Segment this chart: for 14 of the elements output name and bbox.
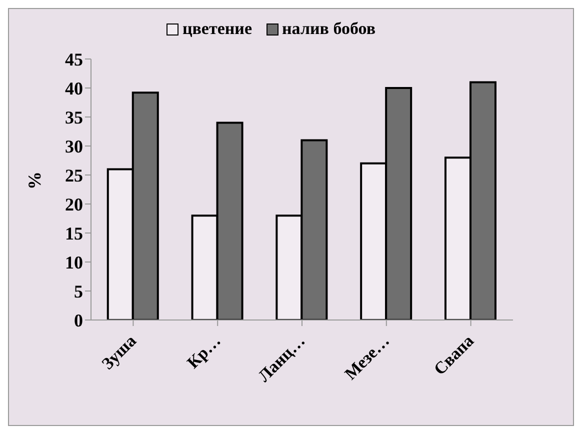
y-tick-label: 45 xyxy=(65,49,83,70)
y-tick-label: 35 xyxy=(65,107,83,128)
y-tick-label: 30 xyxy=(65,136,83,156)
y-tick-label: 15 xyxy=(65,223,83,244)
x-tick-label: Кр… xyxy=(183,331,224,372)
y-tick-label: 10 xyxy=(65,252,83,272)
y-tick-label: 5 xyxy=(74,281,83,302)
y-tick-label: 0 xyxy=(74,310,83,330)
y-tick-label: 25 xyxy=(65,165,83,186)
y-tick-label: 40 xyxy=(65,78,83,98)
legend-label: налив бобов xyxy=(282,19,376,39)
legend-label: цветение xyxy=(182,19,252,39)
y-tick-label: 20 xyxy=(65,194,83,214)
y-axis-title: % xyxy=(24,172,44,190)
